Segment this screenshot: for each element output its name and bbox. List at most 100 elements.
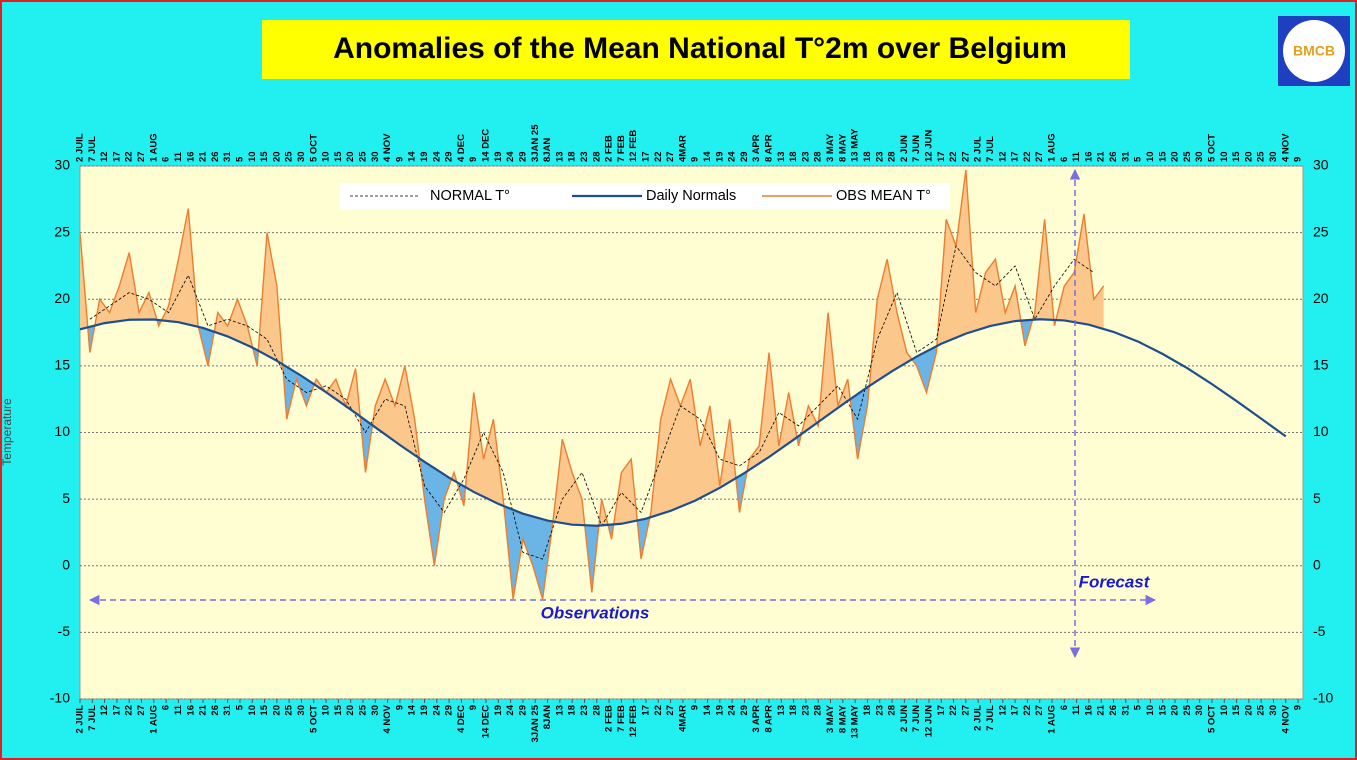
x-tick-label-bottom: 17 <box>640 705 651 716</box>
x-tick-label-top: 12 FEB <box>628 130 639 162</box>
x-tick-label-top: 4 NOV <box>1280 133 1291 162</box>
x-tick-label-top: 22 <box>1022 151 1033 162</box>
legend: NORMAL T° Daily Normals OBS MEAN T° <box>340 183 950 210</box>
x-tick-label-top: 9 <box>394 157 405 162</box>
x-tick-label-bottom: 17 <box>1010 705 1021 716</box>
x-tick-label-top: 20 <box>271 151 282 162</box>
x-tick-label-top: 2 JUL <box>973 136 984 162</box>
x-tick-label-bottom: 6 <box>1059 705 1070 710</box>
x-tick-label-bottom: 18 <box>788 705 799 716</box>
x-tick-label-bottom: 4 NOV <box>1280 704 1291 733</box>
x-tick-label-bottom: 28 <box>887 705 898 716</box>
x-tick-label-top: 17 <box>1010 151 1021 162</box>
x-tick-label-bottom: 7 JUL <box>985 705 996 731</box>
x-tick-label-top: 30 <box>1194 151 1205 162</box>
x-tick-label-top: 11 <box>1071 151 1082 162</box>
x-tick-label-top: 21 <box>1096 151 1107 162</box>
x-tick-label-top: 23 <box>800 151 811 162</box>
x-tick-label-bottom: 10 <box>247 705 258 716</box>
x-tick-label-bottom: 1 AUG <box>1047 705 1058 734</box>
legend-box <box>340 183 950 210</box>
x-tick-label-top: 16 <box>1083 151 1094 162</box>
legend-label: OBS MEAN T° <box>836 188 931 204</box>
x-tick-label-top: 17 <box>111 151 122 162</box>
x-tick-label-top: 15 <box>1231 151 1242 162</box>
x-tick-label-bottom: 22 <box>948 705 959 716</box>
x-tick-label-top: 9 <box>1293 157 1304 162</box>
y-tick-label: 20 <box>54 290 70 306</box>
x-tick-label-bottom: 8 APR <box>764 705 775 733</box>
x-tick-label-bottom: 30 <box>1268 705 1279 716</box>
x-tick-label-bottom: 27 <box>960 705 971 716</box>
x-tick-label-bottom: 25 <box>1256 704 1267 715</box>
x-tick-label-top: 5 OCT <box>308 134 319 162</box>
x-tick-label-bottom: 17 <box>936 705 947 716</box>
x-tick-label-top: 22 <box>124 151 135 162</box>
y-tick-label: 0 <box>62 556 70 572</box>
x-tick-label-bottom: 15 <box>1157 704 1168 715</box>
x-tick-label-bottom: 23 <box>800 705 811 716</box>
forecast-label: Forecast <box>1079 572 1151 591</box>
y2-tick-label: 30 <box>1313 157 1329 173</box>
x-tick-label-bottom: 16 <box>1083 705 1094 716</box>
x-tick-label-top: 20 <box>1243 151 1254 162</box>
x-tick-label-bottom: 31 <box>222 704 233 715</box>
x-tick-label-top: 22 <box>653 151 664 162</box>
x-tick-label-bottom: 9 <box>690 705 701 710</box>
x-tick-label-bottom: 14 <box>702 704 713 715</box>
x-tick-label-bottom: 5 <box>1133 704 1144 710</box>
x-tick-label-bottom: 18 <box>567 705 578 716</box>
y2-tick-label: -5 <box>1313 623 1326 639</box>
x-tick-label-top: 3 APR <box>751 134 762 162</box>
x-tick-label-top: 19 <box>493 151 504 162</box>
x-tick-label-bottom: 14 DEC <box>481 705 492 738</box>
x-tick-label-bottom: 26 <box>210 705 221 716</box>
x-tick-label-top: 12 <box>997 151 1008 162</box>
x-tick-label-top: 24 <box>727 151 738 162</box>
x-tick-label-bottom: 3 APR <box>751 705 762 733</box>
x-tick-label-bottom: 25 <box>1182 704 1193 715</box>
x-tick-label-bottom: 17 <box>111 705 122 716</box>
x-tick-label-top: 9 <box>690 157 701 162</box>
y2-tick-label: 5 <box>1313 490 1321 506</box>
x-tick-label-bottom: 6 <box>161 705 172 710</box>
logo: BMCB <box>1278 16 1350 86</box>
x-tick-label-bottom: 28 <box>591 705 602 716</box>
x-tick-label-top: 8 MAY <box>837 133 848 162</box>
x-tick-label-bottom: 22 <box>653 705 664 716</box>
logo-text: BMCB <box>1293 43 1335 59</box>
x-tick-label-top: 18 <box>788 151 799 162</box>
x-tick-label-bottom: 3 MAY <box>825 704 836 733</box>
x-tick-label-bottom: 12 <box>99 705 110 716</box>
x-tick-label-top: 30 <box>370 151 381 162</box>
x-tick-label-bottom: 16 <box>185 705 196 716</box>
x-tick-label-bottom: 3JAN 25 <box>530 704 541 742</box>
x-tick-label-top: 27 <box>665 151 676 162</box>
x-tick-label-top: 18 <box>862 151 873 162</box>
x-tick-label-top: 2 JUIL <box>75 133 86 162</box>
x-tick-label-bottom: 28 <box>813 705 824 716</box>
x-tick-label-top: 4MAR <box>677 135 688 162</box>
smoothed-line <box>89 244 1095 560</box>
x-tick-label-top: 15 <box>333 151 344 162</box>
x-tick-label-bottom: 20 <box>1170 705 1181 716</box>
x-tick-label-top: 14 DEC <box>481 129 492 162</box>
x-tick-label-top: 3 MAY <box>825 133 836 162</box>
y2-tick-label: 15 <box>1313 357 1329 373</box>
x-tick-label-top: 25 <box>1256 151 1267 162</box>
x-tick-label-bottom: 2 JUL <box>973 705 984 731</box>
x-tick-label-bottom: 13 MAY <box>850 704 861 738</box>
x-tick-label-bottom: 5 OCT <box>1206 705 1217 733</box>
x-tick-label-bottom: 10 <box>1219 705 1230 716</box>
x-tick-label-top: 29 <box>517 151 528 162</box>
x-tick-label-top: 26 <box>1108 151 1119 162</box>
x-tick-label-bottom: 7 JUN <box>911 705 922 732</box>
y-axis-label: Temperature <box>0 398 14 466</box>
legend-label: Daily Normals <box>646 188 736 204</box>
x-tick-label-bottom: 9 <box>1293 705 1304 710</box>
x-tick-label-top: 7 JUL <box>87 136 98 162</box>
x-tick-label-top: 7 JUN <box>911 135 922 162</box>
x-tick-label-bottom: 15 <box>1231 704 1242 715</box>
y2-tick-label: 25 <box>1313 223 1329 239</box>
